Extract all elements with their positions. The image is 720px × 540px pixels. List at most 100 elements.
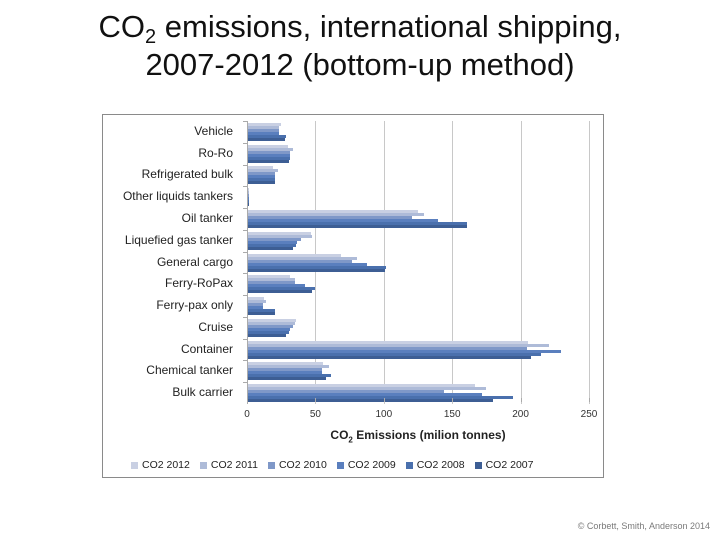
bar <box>248 234 313 238</box>
slide-title: CO2 emissions, international shipping, 2… <box>0 8 720 84</box>
legend-swatch-icon <box>199 461 207 469</box>
x-axis-title: CO2 Emissions (milion tonnes) <box>247 428 589 444</box>
legend-item: CO2 2008 <box>405 459 465 471</box>
category-label: Oil tanker <box>181 210 233 225</box>
x-tick-label: 0 <box>244 409 250 420</box>
x-tick-mark <box>383 398 385 402</box>
bar <box>248 175 276 179</box>
bar <box>248 352 541 356</box>
bar <box>248 209 418 213</box>
bar <box>248 224 467 228</box>
bar <box>248 346 528 350</box>
bar <box>248 125 280 129</box>
category-tick <box>243 251 247 253</box>
bar <box>248 399 493 403</box>
category-label: Chemical tanker <box>146 363 233 378</box>
x-tick-label: 100 <box>375 409 393 420</box>
legend-item: CO2 2011 <box>199 459 258 471</box>
bar <box>248 275 291 279</box>
bar <box>248 134 287 138</box>
category-tick <box>243 229 247 231</box>
category-label: Bulk carrier <box>172 385 233 400</box>
bar <box>248 384 476 388</box>
bar <box>248 256 358 260</box>
category-tick <box>243 142 247 144</box>
bar <box>248 191 250 195</box>
legend: CO2 2012 CO2 2011 CO2 2010 CO2 2009 CO2 2008… <box>131 459 591 471</box>
category-tick <box>243 121 247 122</box>
x-tick-mark <box>315 398 317 402</box>
bar <box>248 287 316 291</box>
bar <box>248 203 250 207</box>
x-title-subscript: 2 <box>348 435 353 445</box>
bar <box>248 327 291 331</box>
gridline <box>520 121 522 404</box>
bar <box>248 156 291 160</box>
bar <box>248 340 529 344</box>
bar <box>248 194 250 198</box>
legend-item: CO2 2010 <box>267 459 327 471</box>
bar <box>248 253 342 257</box>
title-subscript: 2 <box>145 26 157 48</box>
bar <box>248 368 322 372</box>
x-tick-mark <box>520 398 522 402</box>
bar <box>248 390 444 394</box>
legend-label: CO2 2008 <box>416 459 465 471</box>
x-title-rest: Emissions (milion tonnes) <box>352 428 506 442</box>
bar <box>248 333 287 337</box>
x-tick-label: 150 <box>443 409 461 420</box>
bar <box>248 181 276 185</box>
bar <box>248 150 291 154</box>
bar <box>248 212 425 216</box>
bar <box>248 131 280 135</box>
bar <box>248 297 265 301</box>
y-axis-line <box>247 121 248 404</box>
bar <box>248 231 311 235</box>
category-tick <box>243 338 247 340</box>
bar <box>248 188 250 192</box>
title-line-1: CO2 emissions, international shipping, <box>0 8 720 48</box>
bar <box>248 393 482 397</box>
category-tick <box>243 186 247 188</box>
category-tick <box>243 382 247 384</box>
bar <box>248 159 290 163</box>
category-tick <box>243 360 247 362</box>
category-label: Container <box>180 341 233 356</box>
category-tick <box>243 295 247 297</box>
legend-swatch-icon <box>131 461 138 469</box>
legend-label: CO2 2012 <box>142 459 190 471</box>
x-tick-mark <box>247 398 248 402</box>
bar <box>248 215 413 219</box>
bar <box>248 153 291 157</box>
bar <box>248 172 276 176</box>
x-tick-label: 200 <box>512 409 529 420</box>
gridline <box>452 121 454 404</box>
bar <box>248 281 295 285</box>
bar <box>248 259 352 263</box>
category-tick <box>243 273 247 275</box>
title-co: CO <box>98 9 146 44</box>
legend-label: CO2 2011 <box>210 459 258 471</box>
legend-swatch-icon <box>474 461 482 469</box>
bar <box>248 169 279 173</box>
bar <box>248 396 514 400</box>
x-tick-mark <box>452 398 454 402</box>
bar <box>248 197 250 201</box>
bar <box>248 200 250 204</box>
bar <box>248 237 302 241</box>
bar <box>248 240 298 244</box>
category-label: Liquefied gas tanker <box>124 232 233 247</box>
category-label: Ro-Ro <box>198 145 233 160</box>
legend-item: CO2 2007 <box>474 459 533 471</box>
bar <box>248 278 295 282</box>
bar <box>248 178 276 182</box>
legend-item: CO2 2012 <box>131 459 190 471</box>
bar <box>248 324 294 328</box>
x-title-co: CO <box>330 428 349 442</box>
x-tick-label: 250 <box>580 409 598 420</box>
category-tick <box>243 208 247 210</box>
bar <box>248 290 313 294</box>
bar <box>248 166 273 170</box>
category-label: Refrigerated bulk <box>141 167 233 182</box>
category-label: Cruise <box>198 319 233 334</box>
